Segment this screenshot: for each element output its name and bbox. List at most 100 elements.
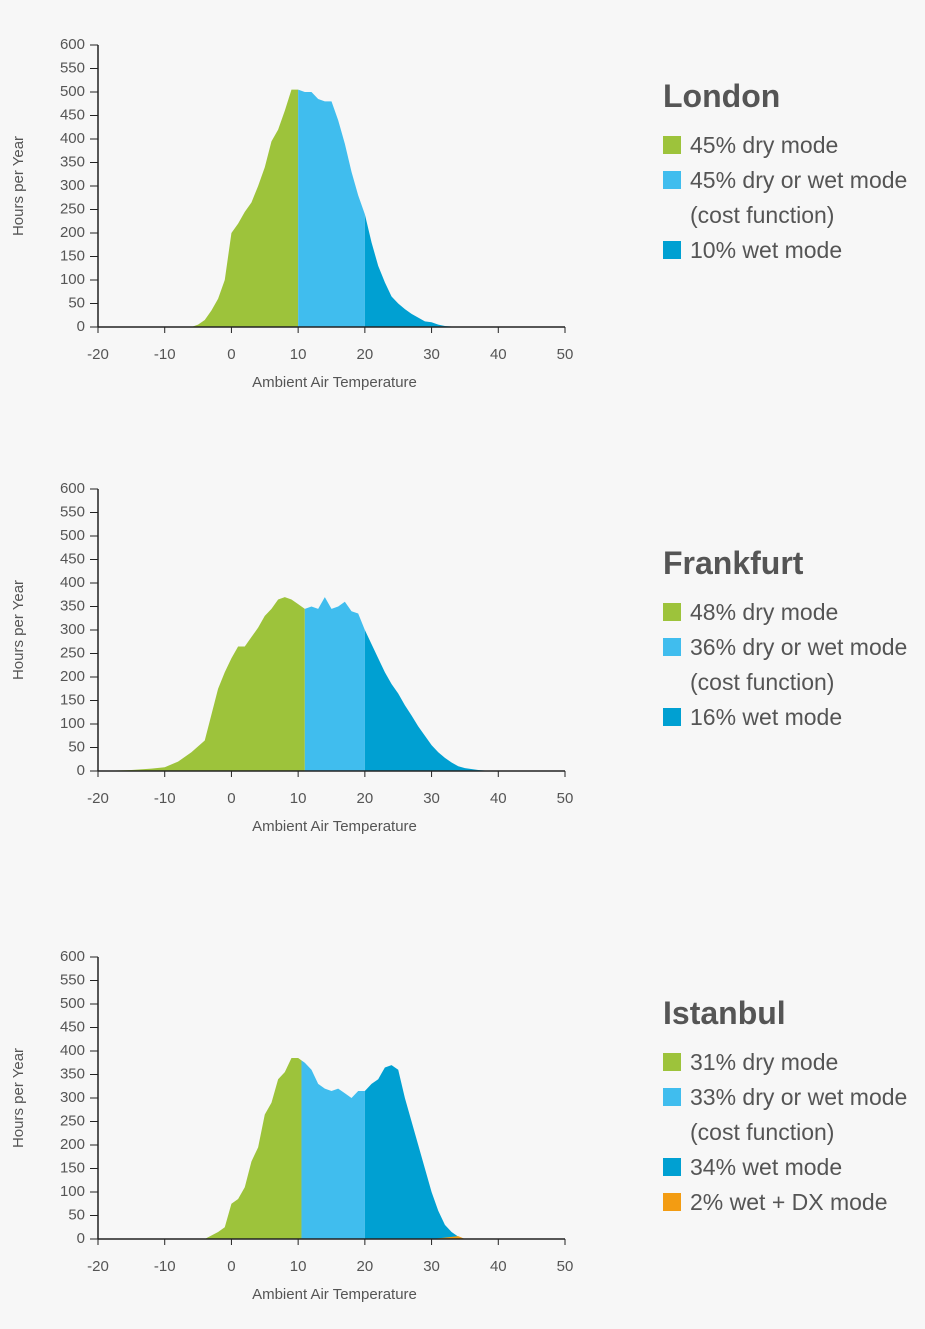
y-tick-label: 400: [60, 130, 85, 147]
y-tick-label: 600: [60, 480, 85, 497]
legend-swatch: [663, 1053, 681, 1071]
x-tick-label: 20: [357, 346, 374, 363]
y-axis-label: Hours per Year: [10, 1048, 27, 1148]
y-axis-label: Hours per Year: [10, 136, 27, 236]
y-tick-label: 300: [60, 1089, 85, 1106]
legend-item: 48% dry mode: [663, 595, 925, 630]
x-tick-label: 30: [423, 790, 440, 807]
y-tick-label: 350: [60, 597, 85, 614]
chart-panel: 050100150200250300350400450500550600-20-…: [10, 36, 573, 391]
legend-item: 16% wet mode: [663, 700, 925, 735]
x-tick-label: 40: [490, 346, 507, 363]
x-tick-label: -10: [154, 1258, 176, 1275]
y-tick-label: 350: [60, 1065, 85, 1082]
x-axis-label: Ambient Air Temperature: [252, 1286, 417, 1303]
chart-panel: 050100150200250300350400450500550600-20-…: [10, 948, 573, 1303]
legend-swatch: [663, 603, 681, 621]
x-axis-label: Ambient Air Temperature: [252, 818, 417, 835]
y-tick-label: 150: [60, 1159, 85, 1176]
legend: Frankfurt 48% dry mode 36% dry or wet mode…: [663, 545, 925, 735]
chart-title: Frankfurt: [663, 545, 804, 581]
y-tick-label: 50: [68, 738, 85, 755]
legend-label: 10% wet mode: [690, 237, 843, 263]
x-tick-label: 50: [557, 1258, 574, 1275]
legend-item: 45% dry or wet mode (cost function): [663, 163, 925, 233]
area: [304, 597, 365, 771]
y-tick-label: 100: [60, 271, 85, 288]
area: [364, 214, 459, 327]
x-tick-label: -20: [87, 346, 109, 363]
legend-swatch: [663, 638, 681, 656]
y-tick-label: 300: [60, 177, 85, 194]
legend-item: 10% wet mode: [663, 233, 925, 268]
y-tick-label: 500: [60, 527, 85, 544]
legend: Istanbul 31% dry mode 33% dry or wet mode …: [663, 995, 925, 1220]
area: [298, 89, 365, 328]
y-tick-label: 200: [60, 1136, 85, 1153]
x-tick-label: 50: [557, 346, 574, 363]
area: [98, 597, 305, 771]
y-tick-label: 450: [60, 106, 85, 123]
y-tick-label: 100: [60, 715, 85, 732]
legend-label: 31% dry mode: [690, 1049, 839, 1075]
x-tick-label: 0: [227, 346, 235, 363]
legend-label: 16% wet mode: [690, 704, 843, 730]
x-tick-label: 30: [423, 346, 440, 363]
legend-swatch: [663, 241, 681, 259]
legend-label: 33% dry or wet mode (cost function): [690, 1084, 908, 1145]
y-tick-label: 550: [60, 59, 85, 76]
y-tick-label: 400: [60, 574, 85, 591]
legend-label: 36% dry or wet mode (cost function): [690, 634, 908, 695]
area: [364, 1065, 465, 1239]
legend-label: 45% dry or wet mode (cost function): [690, 167, 908, 228]
legend-item: 45% dry mode: [663, 128, 925, 163]
y-tick-label: 0: [77, 762, 85, 779]
y-tick-label: 450: [60, 1018, 85, 1035]
legend-label: 45% dry mode: [690, 132, 839, 158]
x-tick-label: -20: [87, 1258, 109, 1275]
legend-swatch: [663, 1088, 681, 1106]
legend-item: 31% dry mode: [663, 1045, 925, 1080]
y-tick-label: 300: [60, 621, 85, 638]
chart-title: Istanbul: [663, 995, 786, 1031]
legend-swatch: [663, 1158, 681, 1176]
x-axis-label: Ambient Air Temperature: [252, 374, 417, 391]
x-tick-label: -10: [154, 346, 176, 363]
x-tick-label: 0: [227, 790, 235, 807]
x-tick-label: 10: [290, 790, 307, 807]
y-tick-label: 600: [60, 36, 85, 53]
chart-title: London: [663, 78, 781, 114]
legend-swatch: [663, 136, 681, 154]
y-tick-label: 150: [60, 691, 85, 708]
x-tick-label: -20: [87, 790, 109, 807]
legend-swatch: [663, 1193, 681, 1211]
y-tick-label: 550: [60, 503, 85, 520]
chart-panel: 050100150200250300350400450500550600-20-…: [10, 480, 573, 835]
legend-label: 2% wet + DX mode: [690, 1189, 888, 1215]
area: [204, 1058, 302, 1239]
x-tick-label: 10: [290, 1258, 307, 1275]
y-tick-label: 50: [68, 1206, 85, 1223]
legend-item: 36% dry or wet mode (cost function): [663, 630, 925, 700]
y-tick-label: 550: [60, 971, 85, 988]
x-tick-label: 40: [490, 790, 507, 807]
x-tick-label: 20: [357, 1258, 374, 1275]
x-tick-label: 30: [423, 1258, 440, 1275]
y-tick-label: 200: [60, 668, 85, 685]
legend-swatch: [663, 708, 681, 726]
legend-label: 34% wet mode: [690, 1154, 843, 1180]
y-tick-label: 250: [60, 644, 85, 661]
x-tick-label: 0: [227, 1258, 235, 1275]
y-tick-label: 500: [60, 83, 85, 100]
legend: London 45% dry mode 45% dry or wet mode (c…: [663, 78, 925, 268]
y-tick-label: 450: [60, 550, 85, 567]
area: [301, 1060, 365, 1239]
y-tick-label: 400: [60, 1042, 85, 1059]
y-tick-label: 0: [77, 318, 85, 335]
legend-item: 2% wet + DX mode: [663, 1185, 925, 1220]
legend-label: 48% dry mode: [690, 599, 839, 625]
y-tick-label: 250: [60, 200, 85, 217]
y-tick-label: 50: [68, 294, 85, 311]
